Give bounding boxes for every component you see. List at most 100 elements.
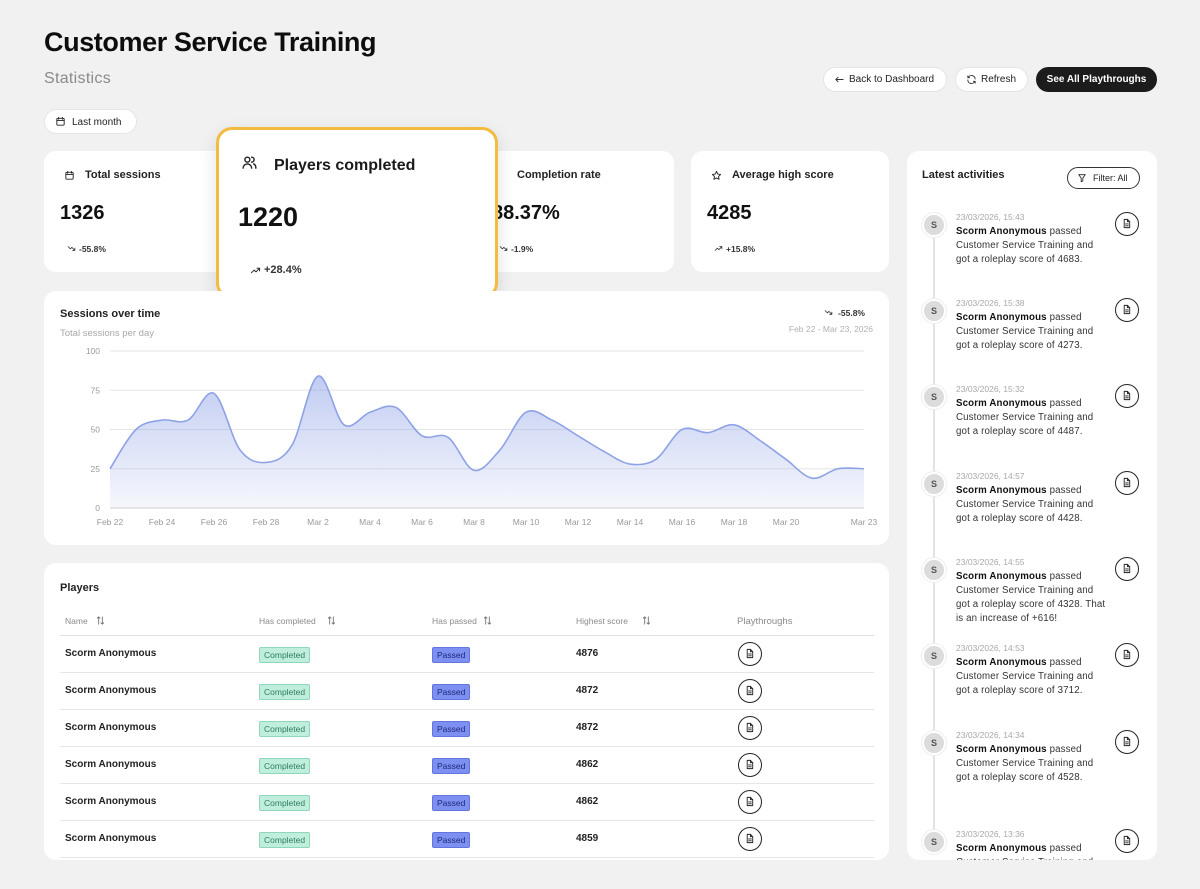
completed-badge: Completed: [259, 647, 311, 663]
activity-time: 23/03/2026, 14:57: [956, 471, 1025, 481]
activity-doc-button[interactable]: [1115, 212, 1139, 236]
column-header: Playthroughs: [737, 616, 793, 627]
column-header[interactable]: Name: [65, 616, 88, 626]
timeline-line: [933, 237, 935, 309]
avatar: S: [922, 299, 946, 323]
y-tick-label: 50: [91, 425, 101, 435]
icon-doc: [744, 833, 755, 844]
stat-value: 4285: [707, 202, 752, 224]
row-divider: [60, 783, 874, 784]
playthrough-button[interactable]: [738, 790, 762, 814]
x-tick-label: Mar 23: [851, 517, 878, 527]
avatar-initial: S: [930, 837, 937, 847]
y-tick-label: 75: [91, 385, 101, 395]
page-subtitle: Statistics: [44, 70, 112, 87]
activity-time: 23/03/2026, 14:53: [956, 643, 1025, 653]
button[interactable]: Back to Dashboard: [823, 67, 947, 92]
icon-down: [67, 244, 76, 253]
filter-button[interactable]: Filter: All: [1067, 167, 1140, 189]
icon-doc: [1121, 649, 1132, 660]
playthrough-button[interactable]: [738, 753, 762, 777]
icon-glyph: [746, 833, 754, 844]
button[interactable]: Refresh: [955, 67, 1028, 92]
icon-star: [711, 170, 722, 181]
activity-doc-button[interactable]: [1115, 384, 1139, 408]
period-filter[interactable]: Last month: [44, 109, 137, 134]
activity-description: passed Customer Service Training and got…: [956, 485, 1094, 524]
icon-glyph: [711, 170, 722, 180]
column-header[interactable]: Highest score: [576, 616, 628, 626]
avatar: S: [922, 213, 946, 237]
activity-text: Scorm Anonymous passed Customer Service …: [956, 225, 1108, 267]
avatar-initial: S: [930, 220, 937, 230]
timeline-line: [933, 582, 935, 654]
highest-score: 4859: [576, 833, 599, 844]
icon-glyph: [483, 616, 492, 625]
avatar: S: [922, 472, 946, 496]
activity-description: passed Customer Service Training and got…: [956, 312, 1094, 351]
icon-doc: [744, 685, 755, 696]
icon-doc: [744, 722, 755, 733]
icon-glyph: [746, 722, 754, 733]
table-title: Players: [60, 582, 100, 594]
completed-badge: Completed: [259, 721, 311, 737]
icon-sort: [95, 615, 106, 626]
activity-doc-button[interactable]: [1115, 829, 1139, 853]
row-divider: [60, 857, 874, 858]
timeline-line: [933, 668, 935, 741]
activity-doc-button[interactable]: [1115, 471, 1139, 495]
icon-glyph: [746, 685, 754, 696]
x-tick-label: Mar 18: [721, 517, 748, 527]
playthrough-button[interactable]: [738, 642, 762, 666]
icon-glyph: [1123, 390, 1131, 401]
icon-glyph: [714, 246, 723, 251]
playthrough-button[interactable]: [738, 827, 762, 851]
player-name: Scorm Anonymous: [65, 685, 157, 696]
activity-time: 23/03/2026, 14:55: [956, 557, 1025, 567]
activity-doc-button[interactable]: [1115, 730, 1139, 754]
avatar: S: [922, 644, 946, 668]
activity-time: 23/03/2026, 13:36: [956, 829, 1025, 839]
stat-label: Players completed: [274, 157, 416, 174]
chart-plot: 0 25 50 75 100 Feb 22 Feb 24 Feb 26 Feb 28 Mar 2 M…: [86, 346, 878, 527]
icon-glyph: [642, 616, 651, 625]
button[interactable]: See All Playthroughs: [1036, 67, 1157, 92]
x-tick-label: Mar 4: [359, 517, 381, 527]
stat-change: +15.8%: [726, 244, 756, 254]
passed-badge: Passed: [432, 647, 471, 663]
x-tick-label: Feb 26: [201, 517, 228, 527]
icon-doc: [744, 648, 755, 659]
playthrough-button[interactable]: [738, 716, 762, 740]
avatar-initial: S: [930, 479, 937, 489]
icon-doc: [1121, 390, 1132, 401]
highest-score: 4876: [576, 648, 599, 659]
activity-doc-button[interactable]: [1115, 298, 1139, 322]
activity-text: Scorm Anonymous passed Customer Service …: [956, 570, 1108, 626]
playthrough-button[interactable]: [738, 679, 762, 703]
activity-time: 23/03/2026, 15:43: [956, 212, 1025, 222]
activity-description: passed Customer Service Training and got…: [956, 744, 1094, 783]
stat-label: Total sessions: [85, 169, 161, 181]
activity-doc-button[interactable]: [1115, 643, 1139, 667]
page-title: Customer Service Training: [44, 27, 377, 57]
period-label: Last month: [72, 117, 122, 128]
activity-doc-button[interactable]: [1115, 557, 1139, 581]
activities-panel: Latest activities Filter: All S 23/03/2026,…: [907, 151, 1157, 860]
avatar: S: [922, 731, 946, 755]
column-header[interactable]: Has completed: [259, 616, 316, 626]
stat-card: Total sessions 1326 -55.8%: [44, 151, 242, 272]
timeline-line: [933, 409, 935, 482]
highest-score: 4872: [576, 722, 599, 733]
chart-title: Sessions over time: [60, 308, 161, 320]
icon-doc: [1121, 736, 1132, 747]
icon-glyph: [499, 246, 508, 251]
activity-time: 23/03/2026, 15:38: [956, 298, 1025, 308]
icon-glyph: [1123, 563, 1131, 574]
chart-range: Feb 22 - Mar 23, 2026: [788, 324, 873, 334]
column-header[interactable]: Has passed: [432, 616, 477, 626]
y-tick-label: 0: [95, 503, 100, 513]
icon-glyph: [242, 156, 257, 169]
icon-glyph: [1123, 218, 1131, 229]
icon-refresh: [966, 74, 977, 85]
